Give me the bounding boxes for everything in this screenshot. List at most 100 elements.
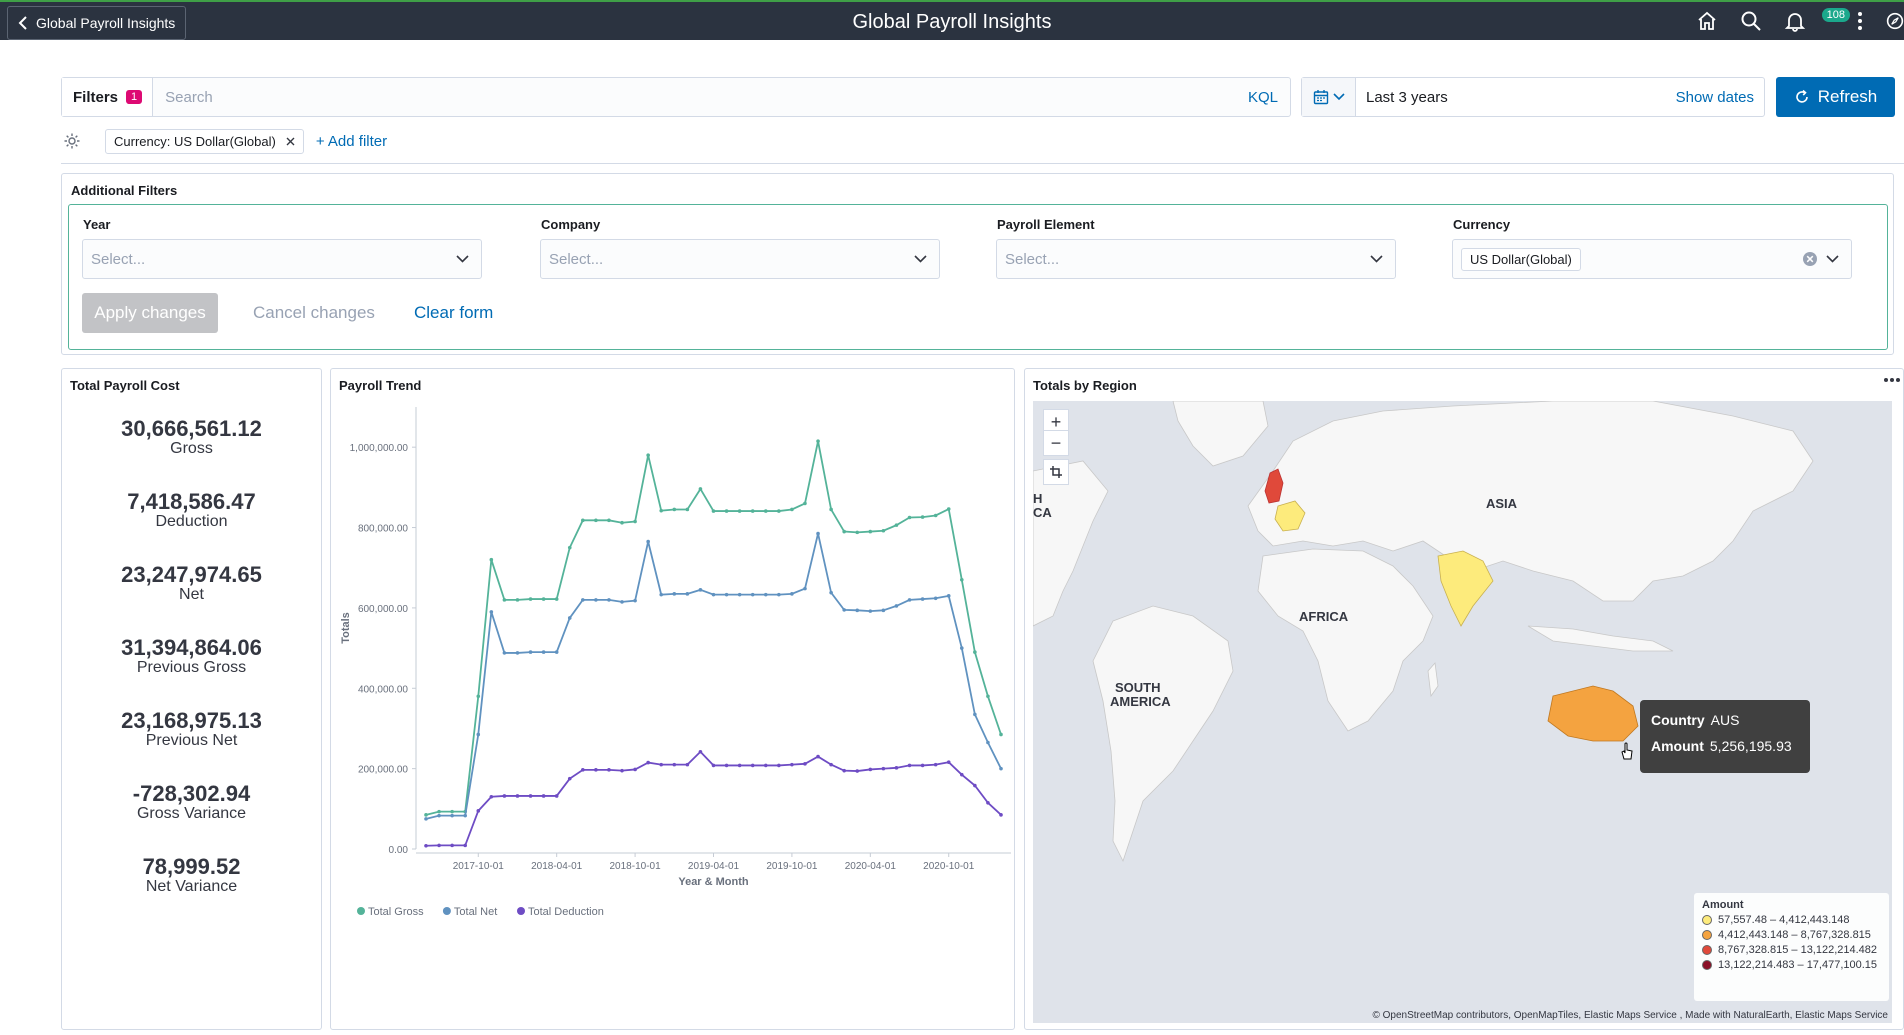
data-point — [502, 794, 507, 798]
metric-value: -728,302.94 — [132, 781, 251, 806]
map-canvas — [1033, 401, 1814, 863]
crop-icon — [1050, 466, 1062, 478]
data-point — [737, 509, 742, 513]
data-point — [855, 608, 860, 613]
add-filter-link[interactable]: + Add filter — [315, 132, 388, 150]
filter-pill-label: Currency: US Dollar(Global) — [114, 133, 276, 149]
data-point — [750, 592, 755, 597]
x-tick-label: 2020-04-01 — [845, 861, 897, 872]
data-point — [790, 762, 794, 767]
data-point — [463, 843, 468, 848]
data-point — [959, 646, 964, 650]
payroll-element-select[interactable]: Select... — [996, 239, 1396, 279]
apply-changes-button[interactable]: Apply changes — [82, 293, 218, 333]
region-australia — [1547, 685, 1639, 742]
data-point — [973, 712, 977, 717]
year-select[interactable]: Select... — [82, 239, 482, 279]
search-input[interactable]: Search — [165, 88, 213, 106]
home-icon[interactable] — [1696, 10, 1718, 32]
data-point — [620, 600, 624, 604]
back-button[interactable]: Global Payroll Insights — [7, 6, 187, 40]
data-point — [646, 453, 650, 458]
tooltip-country-key: Country — [1651, 712, 1705, 728]
data-point — [450, 843, 454, 848]
currency-field: Currency US Dollar(Global) — [1452, 217, 1852, 279]
data-point — [946, 507, 951, 511]
land-eurasia — [1247, 401, 1814, 602]
data-point — [594, 768, 598, 772]
y-tick-label: 200,000.00 — [358, 765, 408, 776]
panel-title: Totals by Region — [1033, 378, 1137, 393]
metric-item: 23,168,975.13 Previous Net — [62, 708, 321, 750]
y-axis-title: Totals — [340, 612, 352, 644]
chevron-down-icon — [914, 255, 927, 263]
legend-item: 4,412,443.148 – 8,767,328.815 — [1702, 929, 1881, 941]
data-point — [842, 768, 846, 773]
more-horizontal-icon[interactable] — [1883, 376, 1901, 384]
filters-button[interactable]: Filters 1 — [62, 78, 154, 116]
data-point — [698, 588, 703, 592]
metric-label: Deduction — [155, 513, 228, 530]
metric-label: Net — [179, 586, 204, 603]
data-point — [620, 520, 624, 525]
data-point — [999, 813, 1003, 817]
fit-bounds-button[interactable] — [1043, 459, 1069, 485]
search-icon[interactable] — [1740, 10, 1762, 32]
data-point — [763, 763, 768, 768]
filters-label: Filters — [73, 88, 119, 106]
world-map[interactable]: + − ASIA AFRICA SOUTH AMERICA H CA Count… — [1033, 401, 1892, 1023]
y-tick-label: 600,000.00 — [358, 604, 408, 615]
data-point — [424, 843, 428, 848]
data-point — [829, 762, 833, 767]
data-point — [946, 594, 951, 598]
data-point — [881, 608, 886, 613]
legend-swatch — [517, 907, 525, 915]
notification-bell-icon[interactable]: 108 — [1784, 8, 1850, 32]
clear-form-button[interactable]: Clear form — [414, 303, 494, 322]
metric-item: 7,418,586.47 Deduction — [62, 489, 321, 531]
data-point — [554, 650, 559, 654]
clear-icon[interactable] — [1802, 251, 1818, 267]
show-dates-link[interactable]: Show dates — [1675, 88, 1754, 106]
legend-title: Amount — [1702, 899, 1744, 911]
data-point — [999, 732, 1003, 737]
currency-select[interactable]: US Dollar(Global) — [1452, 239, 1852, 279]
x-axis-title: Year & Month — [678, 876, 749, 888]
zoom-out-button[interactable]: − — [1043, 430, 1069, 456]
total-payroll-cost-panel: Total Payroll Cost 30,666,561.12 Gross 7,4… — [61, 368, 322, 1030]
data-point — [685, 592, 690, 596]
close-icon[interactable] — [286, 137, 295, 146]
data-point — [790, 592, 794, 596]
metric-value: 7,418,586.47 — [127, 489, 256, 514]
data-point — [999, 766, 1003, 771]
data-point — [659, 592, 664, 597]
notification-badge: 108 — [1821, 8, 1850, 22]
company-select[interactable]: Select... — [540, 239, 940, 279]
data-point — [803, 586, 807, 591]
data-point — [803, 762, 807, 766]
panel-title: Payroll Trend — [339, 378, 422, 393]
kql-toggle[interactable]: KQL — [1247, 88, 1278, 106]
calendar-quick-menu[interactable] — [1302, 78, 1356, 116]
data-point — [515, 651, 520, 655]
compass-icon[interactable] — [1886, 10, 1904, 32]
legend-label: 57,557.48 – 4,412,443.148 — [1718, 914, 1850, 926]
refresh-button[interactable]: Refresh — [1776, 77, 1895, 117]
map-label-america: AMERICA — [1110, 694, 1171, 709]
date-range-text[interactable]: Last 3 years — [1366, 88, 1448, 106]
data-point — [515, 598, 520, 602]
data-point — [750, 763, 755, 768]
more-vertical-icon[interactable] — [1856, 10, 1864, 32]
data-point — [894, 766, 899, 770]
payroll-trend-chart: 0.00 200,000.00 400,000.00 600,000.00 800,00… — [340, 407, 1011, 918]
data-point — [646, 760, 650, 765]
data-point — [489, 610, 494, 614]
x-tick-label: 2017-10-01 — [453, 861, 505, 872]
cancel-changes-button[interactable]: Cancel changes — [253, 303, 375, 322]
data-point — [724, 763, 729, 768]
data-point — [659, 762, 664, 767]
gear-icon[interactable] — [63, 132, 81, 150]
currency-filter-pill[interactable]: Currency: US Dollar(Global) — [105, 128, 304, 154]
land-africa — [1257, 548, 1434, 732]
chevron-down-icon — [1332, 93, 1345, 101]
